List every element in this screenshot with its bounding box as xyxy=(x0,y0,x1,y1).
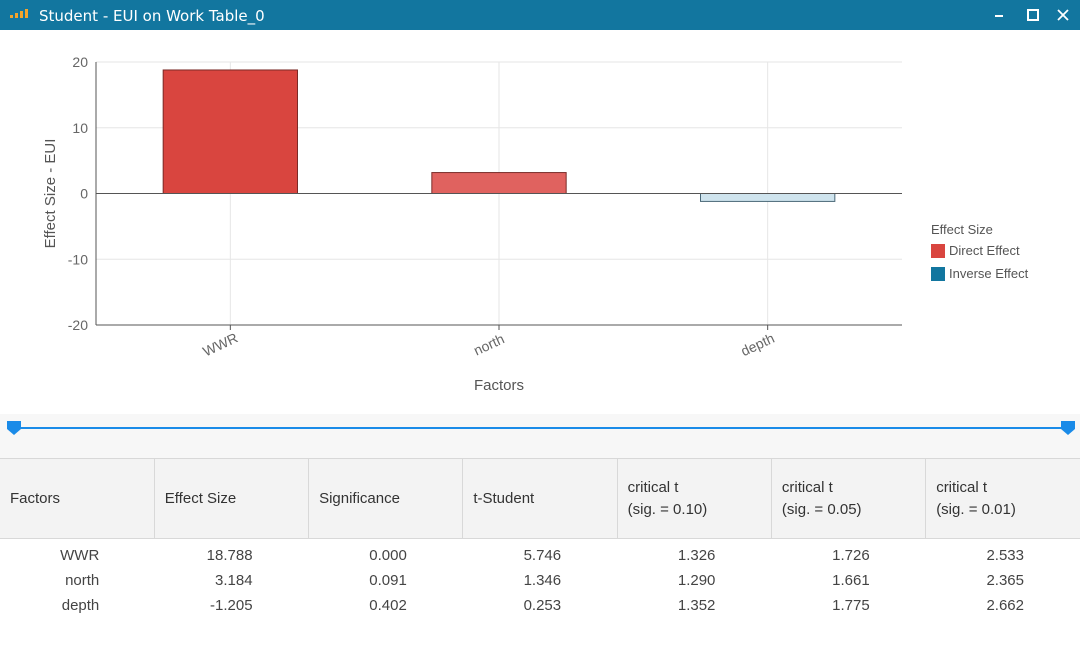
slider-handle-right[interactable] xyxy=(1060,420,1076,436)
table-row[interactable]: north 3.184 0.091 1.346 1.290 1.661 2.36… xyxy=(0,568,1080,593)
legend-label-direct: Direct Effect xyxy=(949,243,1020,258)
close-button[interactable] xyxy=(1053,5,1073,25)
table-row[interactable]: depth -1.205 0.402 0.253 1.352 1.775 2.6… xyxy=(0,593,1080,618)
header-significance[interactable]: Significance xyxy=(308,458,464,539)
y-tick-label: -20 xyxy=(68,317,88,333)
legend-title: Effect Size xyxy=(931,222,993,237)
cell-critical-t-010: 1.290 xyxy=(677,572,716,589)
cell-critical-t-001: 2.662 xyxy=(986,597,1024,614)
header-t-student[interactable]: t-Student xyxy=(462,458,618,539)
legend-label-inverse: Inverse Effect xyxy=(949,266,1029,281)
legend-swatch-inverse xyxy=(931,267,945,281)
cell-effect-size: -1.205 xyxy=(210,597,253,614)
minimize-icon xyxy=(995,15,1003,17)
bar-chart-svg: 20 10 0 -10 -20 WWR north depth Factors Effect Si… xyxy=(42,54,902,394)
range-slider[interactable] xyxy=(0,414,1080,458)
window-title: Student - EUI on Work Table_0 xyxy=(39,7,265,25)
x-tick-label-depth: depth xyxy=(738,330,777,359)
cell-critical-t-005: 1.661 xyxy=(832,572,870,589)
maximize-icon xyxy=(1027,9,1039,21)
slider-handle-left[interactable] xyxy=(6,420,22,436)
bar-wwr xyxy=(162,69,298,194)
header-critical-t-010[interactable]: critical t (sig. = 0.10) xyxy=(617,458,772,539)
cell-significance: 0.091 xyxy=(369,572,407,589)
y-axis-title: Effect Size - EUI xyxy=(42,139,59,249)
cell-factor: north xyxy=(65,572,100,589)
bar-chart-icon xyxy=(8,6,32,22)
close-icon xyxy=(1057,9,1069,21)
effect-size-chart: 20 10 0 -10 -20 WWR north depth Factors Effect Si… xyxy=(0,31,1080,414)
cell-critical-t-001: 2.365 xyxy=(986,572,1024,589)
cell-critical-t-001: 2.533 xyxy=(986,547,1024,564)
header-effect-size[interactable]: Effect Size xyxy=(154,458,310,539)
table-row[interactable]: WWR 18.788 0.000 5.746 1.326 1.726 2.533 xyxy=(0,539,1080,569)
x-tick-label-north: north xyxy=(471,330,507,358)
cell-critical-t-010: 1.352 xyxy=(677,597,716,614)
cell-t-student: 0.253 xyxy=(523,597,562,614)
x-tick-label-wwr: WWR xyxy=(200,329,240,359)
y-tick-label: 10 xyxy=(72,120,88,136)
cell-critical-t-010: 1.326 xyxy=(677,547,716,564)
x-axis-title: Factors xyxy=(474,377,524,394)
cell-t-student: 5.746 xyxy=(523,547,562,564)
y-tick-label: 20 xyxy=(72,54,88,70)
header-critical-t-001[interactable]: critical t (sig. = 0.01) xyxy=(925,458,1080,539)
cell-critical-t-005: 1.775 xyxy=(832,597,870,614)
table-header-row: Factors Effect Size Significance t-Stude… xyxy=(0,458,1080,539)
cell-effect-size: 18.788 xyxy=(206,547,253,564)
cell-t-student: 1.346 xyxy=(523,572,562,589)
bar-north xyxy=(431,172,567,194)
cell-factor: depth xyxy=(61,597,100,614)
title-bar: Student - EUI on Work Table_0 xyxy=(0,0,1080,30)
results-table: Factors Effect Size Significance t-Stude… xyxy=(0,458,1080,618)
y-tick-label: 0 xyxy=(80,186,88,202)
cell-significance: 0.000 xyxy=(369,547,407,564)
minimize-button[interactable] xyxy=(990,5,1010,25)
bar-depth xyxy=(700,193,836,202)
y-tick-label: -10 xyxy=(68,251,88,267)
header-factors[interactable]: Factors xyxy=(0,458,155,539)
slider-track[interactable] xyxy=(14,427,1068,429)
header-critical-t-005[interactable]: critical t (sig. = 0.05) xyxy=(771,458,927,539)
cell-factor: WWR xyxy=(60,547,100,564)
cell-significance: 0.402 xyxy=(369,597,407,614)
maximize-button[interactable] xyxy=(1023,5,1043,25)
cell-effect-size: 3.184 xyxy=(215,572,253,589)
cell-critical-t-005: 1.726 xyxy=(832,547,870,564)
legend-swatch-direct xyxy=(931,244,945,258)
